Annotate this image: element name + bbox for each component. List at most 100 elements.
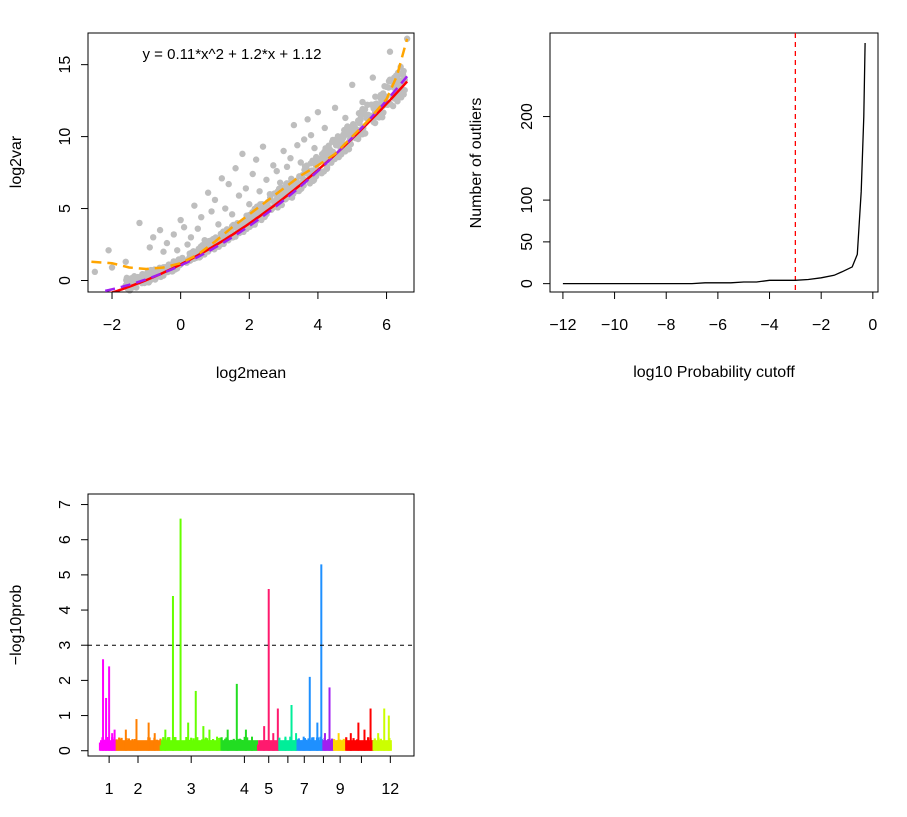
scatter-point bbox=[294, 142, 301, 149]
scatter-point bbox=[232, 165, 239, 172]
scatter-point bbox=[211, 196, 219, 204]
manhattan-y-tick-label: 7 bbox=[57, 500, 74, 509]
outlier-count-line bbox=[562, 42, 866, 285]
outlier-x-tick-label: −10 bbox=[601, 317, 628, 334]
manhattan-x-tick-label: 2 bbox=[134, 781, 143, 798]
scatter-point bbox=[346, 126, 353, 133]
scatter-point bbox=[243, 214, 251, 221]
scatter-x-tick-label: 2 bbox=[245, 317, 254, 334]
scatter-point bbox=[150, 234, 157, 241]
scatter-plot-frame bbox=[87, 32, 415, 293]
manhattan-x-tick-label: 4 bbox=[240, 781, 249, 798]
scatter-point bbox=[252, 156, 260, 163]
scatter-y-label: log2var bbox=[8, 135, 25, 188]
scatter-y-tick-label: 5 bbox=[57, 204, 74, 213]
scatter-point bbox=[91, 268, 99, 276]
scatter-equation-annotation: y = 0.11*x^2 + 1.2*x + 1.12 bbox=[143, 46, 322, 63]
scatter-point bbox=[266, 190, 274, 198]
scatter-point bbox=[160, 248, 167, 255]
scatter-point bbox=[357, 116, 364, 123]
scatter-point bbox=[400, 91, 407, 98]
manhattan-x-tick-label: 1 bbox=[105, 781, 114, 798]
scatter-fit-line-2 bbox=[91, 38, 409, 271]
manhattan-chromosome-band bbox=[346, 740, 374, 751]
scatter-point bbox=[242, 185, 250, 192]
scatter-point bbox=[341, 148, 349, 155]
scatter-point bbox=[259, 143, 267, 150]
outlier-x-tick-label: −12 bbox=[549, 317, 576, 334]
manhattan-x-tick-label: 5 bbox=[264, 781, 273, 798]
manhattan-chromosome-band bbox=[373, 740, 392, 751]
scatter-point bbox=[318, 169, 325, 177]
scatter-point bbox=[215, 221, 222, 228]
scatter-point bbox=[379, 113, 386, 121]
scatter-point bbox=[385, 77, 393, 85]
scatter-point bbox=[175, 256, 182, 263]
manhattan-y-tick-label: 1 bbox=[57, 711, 74, 720]
scatter-point bbox=[239, 150, 246, 158]
scatter-point bbox=[386, 48, 394, 55]
scatter-point bbox=[177, 216, 184, 224]
scatter-point bbox=[359, 98, 366, 106]
scatter-y-tick-label: 0 bbox=[57, 276, 74, 285]
scatter-point bbox=[314, 108, 322, 116]
scatter-point bbox=[321, 124, 328, 132]
scatter-x-tick-label: 0 bbox=[176, 317, 185, 334]
manhattan-y-tick-label: 5 bbox=[57, 570, 74, 579]
scatter-point bbox=[228, 211, 236, 218]
scatter-point bbox=[307, 131, 315, 139]
scatter-point bbox=[303, 162, 311, 169]
outlier-x-label: log10 Probability cutoff bbox=[633, 364, 795, 381]
outlier-y-tick-label: 100 bbox=[519, 187, 536, 214]
scatter-point bbox=[300, 136, 308, 143]
scatter-point bbox=[165, 261, 173, 268]
outlier-x-tick-label: −6 bbox=[709, 317, 727, 334]
scatter-point bbox=[342, 114, 349, 122]
scatter-point bbox=[146, 244, 153, 251]
scatter-y-tick-label: 10 bbox=[57, 128, 74, 146]
outlier-panel: −12 −10 −8 −6 −4 −2 0 0 50 100 200 log10 Probabil… bbox=[468, 32, 879, 381]
manhattan-y-tick-label: 6 bbox=[57, 535, 74, 544]
scatter-y-axis: 0 5 10 15 bbox=[57, 56, 89, 285]
scatter-point bbox=[184, 241, 191, 248]
scatter-point bbox=[263, 176, 270, 183]
scatter-point bbox=[174, 247, 181, 254]
scatter-point bbox=[105, 247, 112, 254]
manhattan-plot-frame bbox=[87, 493, 415, 757]
scatter-point bbox=[122, 258, 129, 265]
outlier-x-tick-label: −4 bbox=[760, 317, 778, 334]
scatter-point bbox=[249, 170, 256, 178]
scatter-x-tick-label: 4 bbox=[313, 317, 322, 334]
manhattan-x-tick-label: 7 bbox=[300, 781, 309, 798]
manhattan-chromosome-band bbox=[116, 740, 161, 751]
scatter-point bbox=[313, 157, 321, 165]
scatter-point bbox=[400, 67, 407, 75]
manhattan-y-tick-label: 2 bbox=[57, 676, 74, 685]
manhattan-chromosome-band bbox=[279, 740, 298, 751]
scatter-point bbox=[256, 188, 263, 195]
manhattan-bars bbox=[88, 518, 414, 751]
scatter-point bbox=[329, 136, 337, 144]
outlier-lines bbox=[562, 33, 866, 292]
scatter-point bbox=[349, 81, 356, 89]
scatter-points bbox=[91, 35, 411, 294]
scatter-x-tick-label: 6 bbox=[382, 317, 391, 334]
scatter-point bbox=[341, 126, 348, 134]
scatter-point bbox=[361, 130, 369, 137]
scatter-point bbox=[218, 175, 226, 182]
scatter-point bbox=[163, 239, 171, 247]
scatter-point bbox=[191, 202, 198, 209]
scatter-point bbox=[156, 226, 164, 234]
scatter-point bbox=[136, 219, 143, 227]
scatter-point bbox=[338, 135, 346, 143]
outlier-x-tick-label: −2 bbox=[812, 317, 830, 334]
scatter-point bbox=[379, 90, 387, 97]
scatter-point bbox=[393, 95, 401, 103]
scatter-point bbox=[140, 273, 148, 280]
scatter-point bbox=[283, 163, 291, 171]
manhattan-chromosome-band bbox=[160, 740, 222, 751]
scatter-y-tick-label: 15 bbox=[57, 56, 74, 74]
scatter-x-axis: −2 0 2 4 6 bbox=[103, 291, 391, 334]
